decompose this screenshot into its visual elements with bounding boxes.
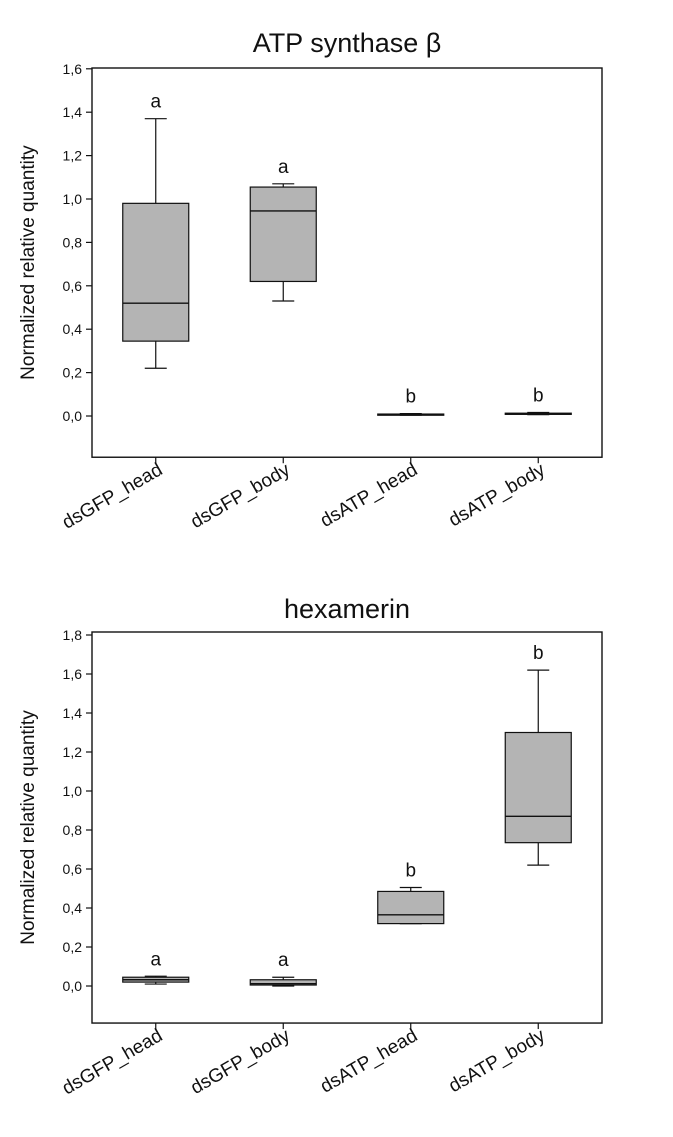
box: [504, 731, 572, 844]
chart-panel-2: hexamerin Normalized relative quantity 0,0…: [18, 594, 603, 1099]
plot-frame: [91, 67, 603, 458]
y-tick-label: 0,2: [63, 365, 83, 381]
box: [249, 979, 317, 986]
y-tick-label: 0,8: [63, 234, 83, 250]
y-tick-label: 1,6: [63, 61, 83, 77]
x-tick-label: dsGFP_head: [59, 459, 166, 533]
box: [249, 186, 317, 283]
y-tick-label: 1,2: [63, 744, 83, 760]
y-tick-label: 0,8: [63, 822, 83, 838]
chart-panel-1: ATP synthase β Normalized relative quanti…: [18, 28, 603, 534]
significance-label: b: [405, 861, 416, 882]
chart-title: hexamerin: [284, 594, 410, 624]
y-tick-label: 1,2: [63, 148, 83, 164]
x-tick-label: dsATP_head: [317, 459, 421, 531]
box: [122, 202, 190, 342]
y-tick-label: 1,4: [63, 705, 83, 721]
plot-frame: [91, 631, 603, 1024]
y-tick-label: 0,6: [63, 278, 83, 294]
y-tick-label: 0,6: [63, 861, 83, 877]
y-tick-label: 0,2: [63, 939, 83, 955]
y-tick-label: 1,0: [63, 191, 83, 207]
significance-label: a: [278, 950, 289, 971]
x-tick-label: dsATP_head: [317, 1025, 421, 1097]
x-tick-label: dsATP_body: [445, 459, 549, 531]
y-tick-label: 1,6: [63, 666, 83, 682]
x-tick-label: dsGFP_body: [187, 459, 294, 533]
y-tick-label: 1,0: [63, 783, 83, 799]
significance-label: a: [150, 92, 161, 113]
significance-label: b: [533, 643, 544, 664]
x-tick-label: dsGFP_head: [59, 1025, 166, 1099]
y-tick-label: 0,0: [63, 408, 83, 424]
y-tick-label: 1,8: [63, 627, 83, 643]
y-tick-label: 0,4: [63, 900, 83, 916]
chart-title: ATP synthase β: [253, 28, 442, 58]
y-axis-label: Normalized relative quantity: [18, 710, 39, 945]
significance-label: b: [533, 386, 544, 407]
y-tick-label: 0,4: [63, 321, 83, 337]
box: [377, 890, 445, 925]
significance-label: a: [278, 157, 289, 178]
significance-label: a: [150, 949, 161, 970]
y-tick-label: 0,0: [63, 978, 83, 994]
significance-label: b: [405, 387, 416, 408]
y-tick-label: 1,4: [63, 104, 83, 120]
y-axis-label: Normalized relative quantity: [18, 145, 39, 380]
x-tick-label: dsGFP_body: [187, 1025, 294, 1099]
x-tick-label: dsATP_body: [445, 1025, 549, 1097]
